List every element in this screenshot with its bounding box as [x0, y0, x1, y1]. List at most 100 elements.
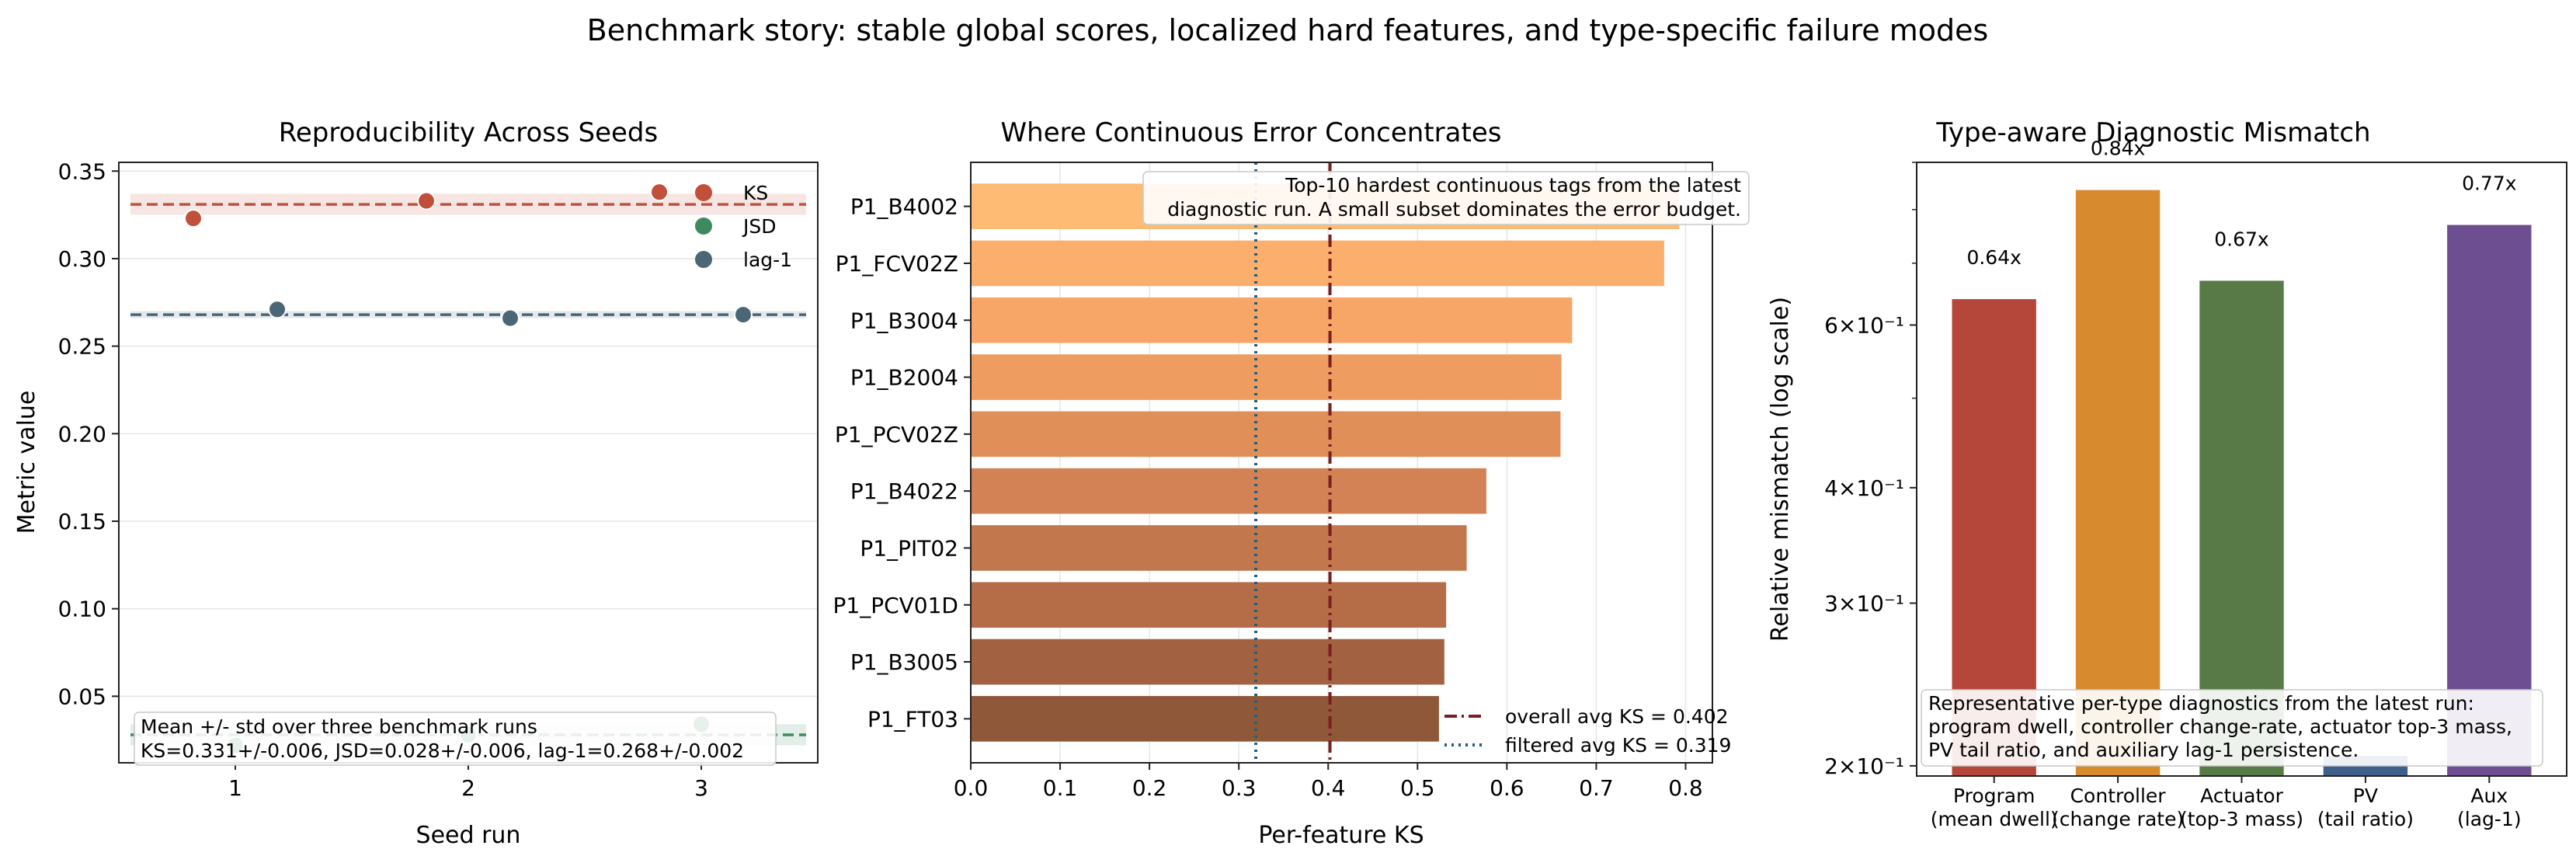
- legend-marker-JSD: [695, 217, 712, 235]
- legend-label: overall avg KS = 0.402: [1505, 705, 1729, 728]
- y-axis-label: Relative mismatch (log scale): [1767, 297, 1794, 642]
- point-KS: [417, 191, 436, 211]
- legend-label: filtered avg KS = 0.319: [1505, 734, 1731, 757]
- bars: [971, 183, 1680, 742]
- y-tick-label: 0.25: [58, 334, 106, 360]
- reproducibility-panel: Reproducibility Across Seeds 1 2 3 0.05 0.1…: [13, 117, 819, 849]
- y-tick-label: P1_PCV02Z: [835, 422, 958, 447]
- y-tick-label: 3×10⁻¹: [1824, 590, 1904, 616]
- plot-frame: [970, 162, 1713, 764]
- y-ticks: P1_B4002 P1_FCV02Z P1_B3004 P1_B2004 P1_PCV0…: [833, 194, 971, 732]
- y-tick-label: 0.10: [58, 597, 106, 622]
- y-tick-label: 0.30: [58, 246, 106, 272]
- legend: overall avg KS = 0.402 filtered avg KS = …: [1444, 705, 1731, 757]
- top-annotation: Top-10 hardest continuous tags from the …: [1142, 171, 1750, 225]
- annotation-line-1: Top-10 hardest continuous tags from the …: [1285, 174, 1741, 197]
- x-ticks: 1 2 3: [228, 763, 708, 801]
- x-tick-label: 3: [694, 775, 708, 801]
- bar-P1_B3005: [971, 639, 1444, 685]
- bar-P1_B4022: [971, 468, 1486, 514]
- y-tick-label: 0.35: [58, 158, 106, 184]
- x-tick-label: Actuator: [2200, 785, 2283, 807]
- x-tick-label: Program: [1953, 785, 2035, 807]
- annotation-line-1: Mean +/- std over three benchmark runs: [141, 715, 537, 738]
- bars: 0.64x 0.84x 0.67x 0.77x: [1952, 137, 2532, 777]
- y-tick-label: 6×10⁻¹: [1824, 312, 1904, 338]
- x-tick-label: PV: [2353, 785, 2378, 807]
- bar-P1_PCV01D: [971, 582, 1447, 628]
- legend-marker-KS: [695, 184, 712, 201]
- legend-marker-lag-1: [695, 251, 712, 268]
- type-mismatch-panel: Type-aware Diagnostic Mismatch 0.64x 0.84…: [1767, 117, 2567, 830]
- y-tick-label: 4×10⁻¹: [1824, 475, 1904, 501]
- error-concentration-panel: Where Continuous Error Concentrates 0.0 0…: [833, 117, 1750, 849]
- legend: KS JSD lag-1: [695, 182, 792, 271]
- bar-P1_B2004: [971, 354, 1562, 400]
- point-lag-1: [501, 308, 520, 328]
- x-axis-label: Per-feature KS: [1258, 822, 1424, 849]
- bar-P1_PIT02: [971, 525, 1467, 571]
- x-ticks: 0.0 0.1 0.2 0.3 0.4 0.5 0.6 0.7 0.8: [954, 763, 1703, 801]
- value-label: 0.84x: [2091, 137, 2145, 160]
- bar-P1_PCV02Z: [971, 411, 1561, 458]
- legend-label: JSD: [742, 215, 777, 238]
- annotation-line-2: diagnostic run. A small subset dominates…: [1167, 198, 1741, 221]
- x-tick-label: 0.3: [1222, 775, 1257, 801]
- legend-label: lag-1: [743, 249, 792, 271]
- bar-P1_B3004: [971, 297, 1573, 343]
- x-tick-label: (lag-1): [2457, 808, 2522, 830]
- point-KS: [184, 209, 203, 228]
- x-axis-label: Seed run: [416, 822, 521, 849]
- x-tick-label: 0.8: [1668, 775, 1703, 801]
- x-tick-label: (change rate): [2052, 808, 2184, 830]
- x-tick-label: (top-3 mass): [2180, 808, 2303, 830]
- bar-Aux: [2447, 224, 2532, 776]
- data-points: [184, 183, 753, 755]
- grid: [119, 170, 818, 698]
- x-tick-label: 0.2: [1132, 775, 1167, 801]
- y-tick-label: P1_B2004: [850, 365, 958, 391]
- x-tick-label: 0.1: [1043, 775, 1078, 801]
- value-label: 0.67x: [2214, 228, 2268, 250]
- y-tick-label: P1_B3004: [850, 308, 958, 333]
- annotation-line-2: program dwell, controller change-rate, a…: [1928, 715, 2512, 738]
- y-ticks: 0.05 0.10 0.15 0.20 0.25 0.30 0.35: [58, 158, 119, 709]
- annotation-line-2: KS=0.331+/-0.006, JSD=0.028+/-0.006, lag…: [141, 739, 744, 762]
- bar-P1_FCV02Z: [971, 240, 1664, 287]
- reference-lines: [1254, 162, 1332, 763]
- y-tick-label: P1_B4002: [850, 194, 958, 220]
- summary-annotation: Mean +/- std over three benchmark runs K…: [134, 712, 777, 766]
- annotation-line-1: Representative per-type diagnostics from…: [1928, 692, 2474, 715]
- y-tick-label: P1_PIT02: [860, 535, 958, 561]
- x-tick-label: Controller: [2070, 785, 2167, 807]
- point-KS: [650, 183, 669, 202]
- y-tick-label: 0.05: [58, 684, 106, 709]
- x-tick-label: (tail ratio): [2317, 808, 2414, 830]
- x-tick-label: 0.4: [1311, 775, 1346, 801]
- value-label: 0.77x: [2462, 172, 2516, 195]
- y-ticks: 2×10⁻¹ 3×10⁻¹ 4×10⁻¹ 6×10⁻¹: [1824, 162, 1917, 779]
- x-tick-label: 0.6: [1490, 775, 1524, 801]
- figure-title: Benchmark story: stable global scores, l…: [587, 13, 1989, 47]
- bar-P1_FT03: [971, 696, 1439, 742]
- std-band-lag-1: [130, 311, 806, 318]
- annotation-line-3: PV tail ratio, and auxiliary lag-1 persi…: [1928, 739, 2359, 761]
- bar-Controller: [2075, 190, 2161, 776]
- y-tick-label: 0.15: [58, 509, 106, 534]
- point-lag-1: [268, 300, 287, 319]
- x-tick-label: 0.0: [954, 775, 989, 801]
- panel-title: Reproducibility Across Seeds: [279, 117, 658, 148]
- y-tick-label: P1_B3005: [850, 649, 958, 675]
- plot-frame: [118, 162, 819, 764]
- legend-label: KS: [743, 182, 768, 204]
- y-tick-label: 2×10⁻¹: [1824, 753, 1904, 779]
- y-tick-label: P1_FCV02Z: [836, 251, 958, 277]
- value-label: 0.64x: [1966, 246, 2021, 269]
- y-axis-label: Metric value: [13, 391, 40, 534]
- bottom-annotation: Representative per-type diagnostics from…: [1921, 689, 2543, 767]
- panel-title: Type-aware Diagnostic Mismatch: [1935, 117, 2370, 148]
- x-tick-label: 2: [461, 775, 475, 801]
- x-tick-label: (mean dwell): [1931, 808, 2058, 830]
- y-tick-label: P1_FT03: [867, 706, 958, 732]
